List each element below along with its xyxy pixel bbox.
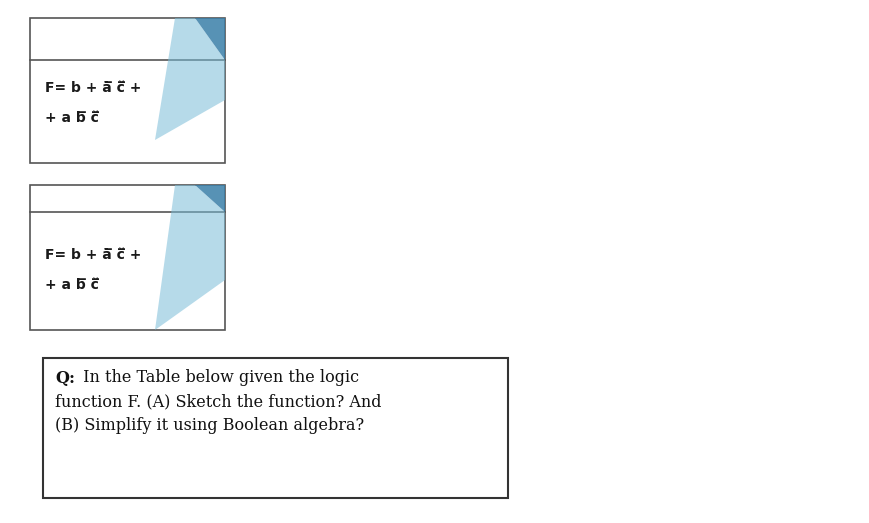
Text: Q:: Q:: [55, 370, 75, 386]
Polygon shape: [155, 185, 225, 330]
Bar: [43, 358, 507, 498]
Text: function F. (A) Sketch the function? And: function F. (A) Sketch the function? And: [55, 393, 381, 411]
Polygon shape: [195, 18, 225, 60]
Polygon shape: [195, 185, 225, 212]
Text: + a b̅ č̅: + a b̅ č̅: [45, 111, 99, 125]
Text: (B) Simplify it using Boolean algebra?: (B) Simplify it using Boolean algebra?: [55, 417, 364, 435]
Text: In the Table below given the logic: In the Table below given the logic: [78, 370, 359, 386]
Polygon shape: [155, 18, 225, 140]
Bar: [30, 18, 225, 163]
Text: F= b + ā̅ č̅ +: F= b + ā̅ č̅ +: [45, 248, 142, 262]
Bar: [30, 185, 225, 330]
Text: + a b̅ č̅: + a b̅ č̅: [45, 278, 99, 292]
Text: F= b + ā̅ č̅ +: F= b + ā̅ č̅ +: [45, 81, 142, 95]
